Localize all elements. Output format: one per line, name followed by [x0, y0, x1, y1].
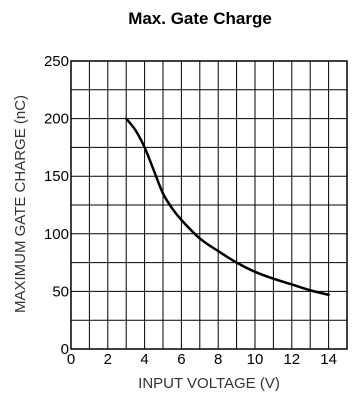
x-tick-label: 0 [67, 351, 75, 368]
x-tick-label: 4 [140, 351, 148, 368]
y-tick-labels: 0 50 100 150 200 250 [44, 53, 69, 358]
x-tick-label: 8 [214, 351, 222, 368]
series-line [124, 117, 330, 297]
chart-title: Max. Gate Charge [128, 9, 272, 28]
x-tick-label: 2 [104, 351, 112, 368]
x-tick-label: 10 [247, 351, 264, 368]
x-axis-label: INPUT VOLTAGE (V) [138, 375, 280, 392]
grid [70, 60, 348, 350]
y-tick-label: 50 [52, 283, 69, 300]
x-tick-label: 14 [320, 351, 337, 368]
y-tick-label: 100 [44, 226, 69, 243]
y-axis-label: MAXIMUM GATE CHARGE (nC) [12, 95, 29, 313]
y-tick-label: 250 [44, 53, 69, 70]
y-tick-label: 150 [44, 168, 69, 185]
y-tick-label: 200 [44, 111, 69, 128]
y-tick-label: 0 [61, 341, 69, 358]
x-tick-labels: 0 2 4 6 8 10 12 14 [67, 351, 337, 368]
x-tick-label: 12 [283, 351, 300, 368]
x-tick-label: 6 [177, 351, 185, 368]
plot-frame [70, 60, 348, 350]
